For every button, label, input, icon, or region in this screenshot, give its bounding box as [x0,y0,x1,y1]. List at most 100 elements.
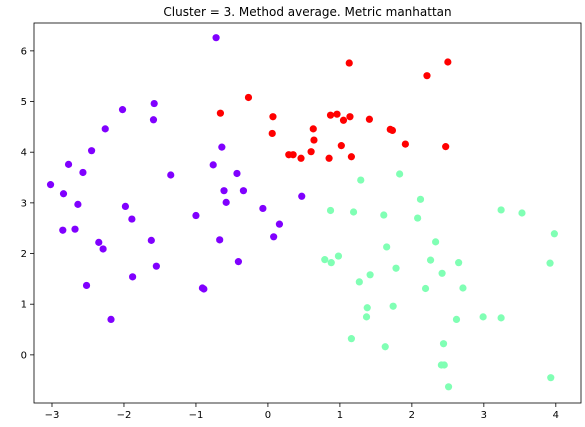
data-point-cluster-1 [82,281,91,290]
data-point-cluster-2 [497,206,505,214]
data-point-cluster-2 [326,206,335,215]
data-point-cluster-3 [339,116,348,124]
data-point-cluster-1 [298,192,306,200]
data-point-cluster-1 [59,226,67,234]
data-point-cluster-1 [222,198,230,206]
data-point-cluster-1 [129,273,137,281]
data-point-cluster-3 [442,143,450,151]
y-tick-label: 4 [21,148,27,159]
data-point-cluster-2 [357,176,365,184]
data-point-cluster-2 [347,335,355,343]
y-tick-label: 0 [21,350,27,361]
data-point-cluster-2 [518,209,526,217]
axes: −3 −2 −1 0 1 2 3 4 0 1 2 3 4 5 6 [21,22,582,421]
data-points [46,34,558,391]
data-point-cluster-2 [414,214,422,222]
data-point-cluster-1 [107,315,115,323]
data-point-cluster-2 [426,256,435,264]
data-point-cluster-3 [297,154,305,162]
data-point-cluster-3 [325,154,333,162]
data-point-cluster-2 [439,340,448,348]
data-point-cluster-1 [79,168,87,177]
data-point-cluster-2 [452,315,461,323]
data-point-cluster-2 [381,343,389,351]
data-point-cluster-3 [346,113,354,121]
data-point-cluster-2 [383,243,391,251]
data-point-cluster-2 [497,314,505,322]
data-point-cluster-1 [192,211,200,220]
data-point-cluster-2 [392,264,400,272]
data-point-cluster-2 [440,361,448,369]
data-point-cluster-1 [209,161,217,169]
y-tick-label: 1 [21,300,27,311]
data-point-cluster-2 [421,284,430,293]
data-point-cluster-2 [334,252,343,260]
data-point-cluster-2 [438,269,446,277]
data-point-cluster-3 [309,125,317,133]
data-point-cluster-2 [355,278,363,286]
data-point-cluster-2 [380,211,388,219]
data-point-cluster-1 [118,106,127,114]
data-point-cluster-1 [64,160,73,168]
data-point-cluster-2 [396,170,404,178]
data-point-cluster-1 [234,258,243,266]
data-point-cluster-3 [337,142,345,150]
x-tick-label: 1 [337,410,343,421]
plot-frame [33,22,582,404]
data-point-cluster-2 [444,383,453,391]
chart-title: Cluster = 3. Method average. Metric manh… [163,5,452,19]
data-point-cluster-2 [366,271,374,279]
data-point-cluster-1 [218,143,226,151]
data-point-cluster-2 [546,259,554,267]
data-point-cluster-1 [121,202,130,211]
data-point-cluster-1 [270,233,278,241]
data-point-cluster-1 [101,125,109,133]
y-tick-label: 6 [21,46,27,57]
data-point-cluster-1 [99,245,107,253]
data-point-cluster-2 [327,259,335,267]
data-point-cluster-3 [310,136,318,144]
y-tick-label: 5 [21,97,27,108]
data-point-cluster-1 [220,187,228,195]
data-point-cluster-3 [307,148,315,156]
y-tick-label: 2 [21,249,27,260]
x-tick-label: 4 [553,410,559,421]
data-point-cluster-3 [401,140,409,148]
data-point-cluster-1 [74,200,82,208]
data-point-cluster-2 [459,284,467,292]
x-tick-label: −2 [117,410,132,421]
data-point-cluster-1 [147,236,155,244]
data-point-cluster-3 [423,72,431,80]
data-point-cluster-1 [87,147,96,155]
x-tick-label: −1 [189,410,204,421]
data-point-cluster-3 [388,126,397,135]
data-point-cluster-1 [150,99,158,108]
data-point-cluster-1 [71,225,79,233]
data-point-cluster-3 [269,113,277,121]
data-point-cluster-3 [268,129,276,138]
plot-background [34,23,581,403]
x-tick-label: −3 [45,410,60,421]
data-point-cluster-2 [479,313,487,321]
data-point-cluster-3 [326,111,335,119]
data-point-cluster-1 [233,169,241,178]
data-point-cluster-2 [416,195,425,203]
data-point-cluster-1 [275,220,284,228]
data-point-cluster-3 [333,110,341,118]
data-point-cluster-1 [216,236,224,244]
x-tick-label: 0 [265,410,271,421]
data-point-cluster-1 [259,204,267,213]
data-point-cluster-2 [547,374,555,382]
data-point-cluster-1 [149,116,158,124]
data-point-cluster-1 [46,181,55,189]
data-point-cluster-2 [363,304,371,312]
data-point-cluster-2 [349,208,358,216]
x-tick-label: 3 [481,410,487,421]
data-point-cluster-1 [200,285,208,293]
data-point-cluster-3 [365,115,373,123]
data-point-cluster-3 [345,59,353,67]
data-point-cluster-1 [152,262,160,270]
data-point-cluster-2 [321,256,329,264]
data-point-cluster-2 [550,230,558,238]
